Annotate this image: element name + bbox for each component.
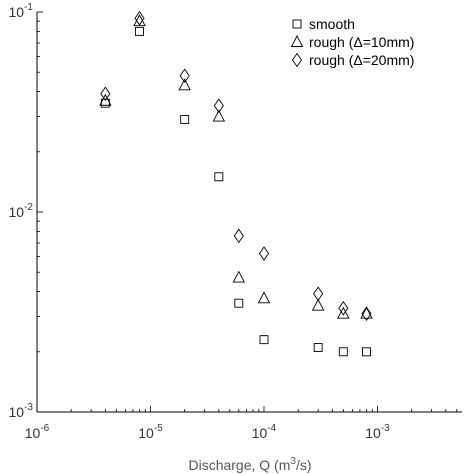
- rough-10mm-point: [257, 291, 271, 304]
- y-tick-base: 10: [9, 204, 25, 220]
- y-tick-exp: -3: [24, 402, 33, 413]
- y-tick-label: 10-2: [9, 202, 34, 220]
- rough-20mm-point: [338, 301, 349, 316]
- x-tick-base: 10: [138, 425, 154, 441]
- rough-10mm-point: [311, 298, 325, 311]
- rough-10mm-point: [232, 270, 246, 283]
- y-tick-exp: -2: [24, 202, 33, 213]
- rough-10mm-point: [212, 109, 226, 122]
- smooth-point: [313, 343, 323, 353]
- legend-square-icon: [292, 19, 302, 29]
- smooth-point: [234, 298, 244, 308]
- x-tick-label: 10-5: [138, 423, 163, 441]
- rough-20mm-point: [313, 286, 324, 302]
- x-axis-title: Discharge, Q (m3/s): [188, 456, 311, 473]
- x-tick-label: 10-3: [365, 423, 390, 441]
- x-axis-title-main: Discharge, Q (m: [188, 457, 290, 473]
- legend-label: smooth: [309, 16, 355, 32]
- rough-20mm-point: [100, 86, 111, 102]
- data-markers: [99, 11, 373, 357]
- rough-20mm-point: [361, 306, 372, 322]
- rough-20mm-point: [134, 11, 145, 26]
- x-ticks: 10-6 10-5 10-4 10-3: [25, 406, 458, 441]
- legend-label: rough (Δ=20mm): [309, 52, 414, 68]
- x-tick-base: 10: [252, 425, 268, 441]
- plot-frame: [36, 12, 462, 413]
- x-tick-exp: -6: [40, 423, 49, 434]
- rough-10mm-point: [178, 78, 191, 91]
- rough-20mm-point: [179, 68, 190, 84]
- y-tick-base: 10: [9, 404, 25, 420]
- smooth-point: [338, 347, 348, 357]
- rough-10mm-point: [337, 306, 350, 319]
- smooth-point: [259, 335, 269, 345]
- x-tick-label: 10-4: [252, 423, 277, 441]
- legend-diamond-icon: [291, 52, 303, 68]
- x-tick-label: 10-6: [25, 423, 50, 441]
- x-tick-exp: -4: [267, 423, 276, 434]
- y-ticks: 10-310-210-1: [9, 2, 43, 420]
- smooth-point: [180, 115, 190, 124]
- x-axis-title-sup: 3: [290, 456, 296, 467]
- rough-20mm-point: [233, 228, 244, 244]
- x-tick-exp: -3: [381, 423, 390, 434]
- y-tick-base: 10: [9, 4, 25, 20]
- legend: smooth rough (Δ=10mm) rough (Δ=20mm): [290, 16, 414, 68]
- x-tick-exp: -5: [154, 423, 163, 434]
- y-tick-exp: -1: [24, 2, 33, 13]
- y-tick-label: 10-1: [9, 2, 34, 20]
- rough-10mm-point: [99, 93, 112, 106]
- y-tick-label: 10-3: [9, 402, 34, 420]
- legend-triangle-icon: [290, 35, 304, 47]
- x-tick-base: 10: [365, 425, 381, 441]
- rough-10mm-point: [360, 306, 373, 319]
- x-tick-base: 10: [25, 425, 41, 441]
- legend-label: rough (Δ=10mm): [309, 34, 414, 50]
- x-axis-title-suffix: /s): [296, 457, 312, 473]
- smooth-point: [214, 172, 224, 182]
- smooth-point: [135, 26, 144, 36]
- rough-20mm-point: [213, 98, 224, 113]
- smooth-point: [362, 347, 371, 357]
- rough-20mm-point: [258, 246, 270, 261]
